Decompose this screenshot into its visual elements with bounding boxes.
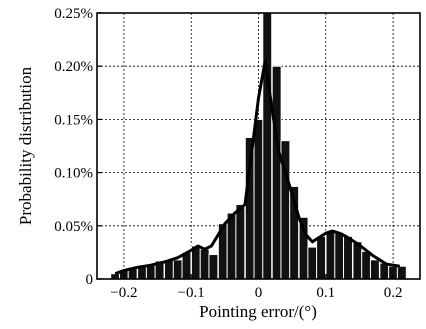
fit-curve: [114, 59, 401, 276]
histogram-bar: [199, 248, 210, 280]
y-tick-labels: 0 0.05% 0.10% 0.15% 0.20% 0.25%: [54, 6, 93, 288]
histogram-bar: [361, 250, 372, 280]
histogram-bar: [208, 254, 219, 280]
histogram-bar: [396, 265, 407, 280]
x-tick-label: 0.2: [384, 285, 403, 301]
histogram-bar: [172, 259, 183, 280]
y-axis-label: Probability distribution: [16, 66, 35, 225]
histogram-bar: [334, 231, 345, 280]
histogram-bar: [369, 259, 380, 280]
x-tick-label: 0: [255, 285, 263, 301]
histogram-bar: [325, 230, 336, 280]
histogram-bar: [343, 235, 353, 280]
histogram-bar: [181, 251, 192, 280]
axes: [96, 12, 421, 280]
histogram-bar: [235, 204, 246, 280]
y-tick-label: 0.25%: [54, 6, 93, 22]
y-tick-label: 0.10%: [54, 166, 93, 182]
histogram-bar: [262, 12, 273, 280]
x-tick-labels: −0.2 −0.1 0 0.1 0.2: [110, 285, 402, 301]
x-tick-label: 0.1: [316, 285, 335, 301]
y-tick-label: 0.20%: [54, 59, 93, 75]
x-tick-label: −0.1: [178, 285, 205, 301]
x-tick-label: −0.2: [110, 285, 137, 301]
histogram-bar: [316, 235, 327, 280]
histogram-bars: [110, 12, 407, 280]
y-tick-label: 0.05%: [54, 219, 93, 235]
histogram-bar: [271, 65, 282, 280]
histogram-bar: [226, 212, 237, 280]
histogram-bar: [253, 118, 264, 280]
fit-curve-line: [114, 59, 401, 276]
y-tick-label: 0: [86, 272, 94, 288]
y-tick-label: 0.15%: [54, 112, 93, 128]
x-axis-label: Pointing error/(°): [199, 302, 317, 321]
histogram-bar: [307, 246, 318, 280]
